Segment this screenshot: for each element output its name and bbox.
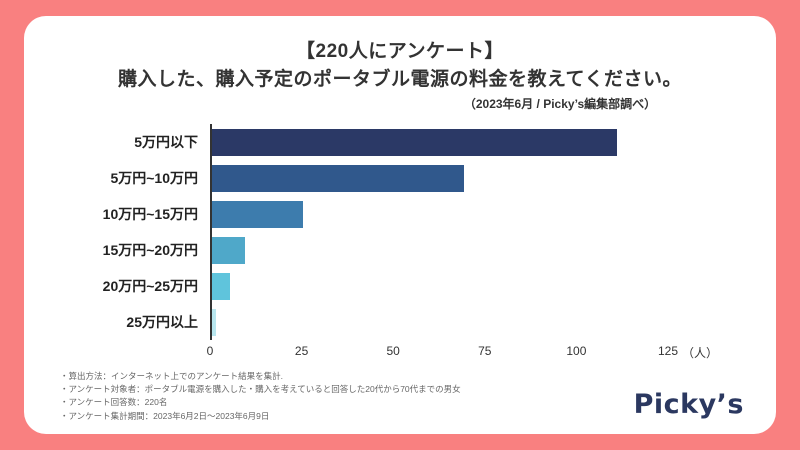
footnotes: ・算出方法：インターネット上でのアンケート結果を集計. ・アンケート対象者：ポー… — [60, 370, 740, 423]
title-line-2: 購入した、購入予定のポータブル電源の料金を教えてください。 — [118, 68, 682, 90]
x-tick-0: 0 — [206, 344, 214, 359]
footnote-period: ・アンケート集計期間：2023年6月2日～2023年6月9日 — [60, 410, 270, 421]
bar-5 — [212, 308, 216, 336]
bar-0 — [212, 128, 617, 156]
category-label: 15万円~20万円 — [102, 242, 198, 259]
bar-track — [212, 124, 668, 160]
category-label: 5万円以下 — [134, 134, 198, 151]
x-tick-125: 125 — [657, 344, 679, 359]
x-tick-75: 75 — [478, 344, 492, 359]
bar-chart: 5万円以下 5万円~10万円 10万円~15万円 15万円~20万円 20万円~25万円… — [60, 124, 740, 341]
x-tick-100: 100 — [566, 344, 587, 359]
title-line-1: 【220人にアンケート】 — [296, 41, 504, 62]
category-label: 20万円~25万円 — [102, 278, 198, 295]
bar-1 — [212, 164, 464, 192]
x-tick-25: 25 — [294, 344, 309, 359]
plot-area — [210, 124, 668, 341]
footnote-respondents: ・アンケート回答数：220名 — [60, 397, 168, 408]
x-axis: （人） 0 25 50 75 100 125 — [206, 340, 718, 360]
footnote-method: ・算出方法：インターネット上でのアンケート結果を集計. — [60, 371, 284, 382]
bar-track — [212, 268, 668, 304]
footnote-audience: ・アンケート対象者：ポータブル電源を購入した・購入を考えていると回答した20代か… — [60, 384, 461, 395]
category-label: 10万円~15万円 — [102, 206, 198, 223]
x-tick-50: 50 — [386, 344, 400, 359]
survey-card: 【220人にアンケート】 購入した、購入予定のポータブル電源の料金を教えてくださ… — [24, 16, 776, 434]
chart-title: 【220人にアンケート】 購入した、購入予定のポータブル電源の料金を教えてくださ… — [60, 38, 740, 93]
bar-2 — [212, 200, 304, 228]
pickys-logo: Picky’s — [633, 389, 744, 420]
bar-track — [212, 304, 668, 340]
category-labels: 5万円以下 5万円~10万円 10万円~15万円 15万円~20万円 20万円~25万円… — [60, 124, 210, 340]
bar-4 — [212, 272, 231, 300]
x-axis-unit: （人） — [682, 346, 719, 361]
bar-track — [212, 160, 668, 196]
bar-track — [212, 196, 668, 232]
category-label: 5万円~10万円 — [110, 170, 198, 187]
category-label: 25万円以上 — [126, 314, 198, 331]
bar-3 — [212, 236, 245, 264]
bar-track — [212, 232, 668, 268]
chart-subtitle: （2023年6月 / Picky’s編集部調べ） — [463, 97, 657, 112]
